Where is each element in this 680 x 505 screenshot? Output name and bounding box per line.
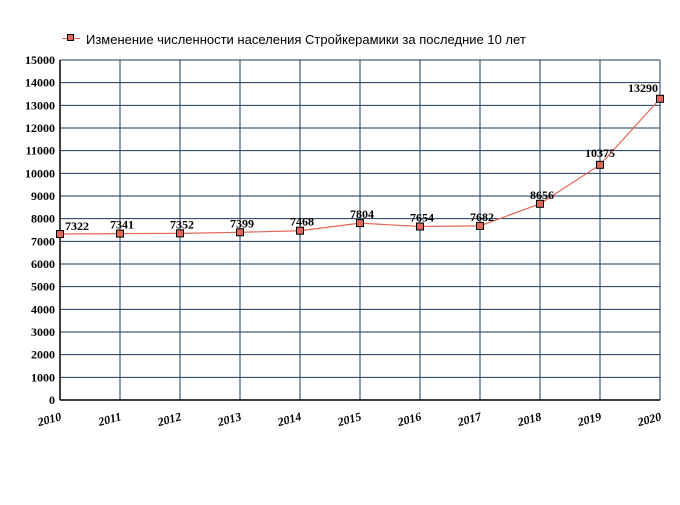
y-tick-label: 8000 — [31, 212, 55, 226]
x-tick-label: 2018 — [515, 409, 543, 429]
x-tick-label: 2017 — [455, 409, 484, 429]
data-label: 8656 — [530, 188, 554, 202]
legend-marker-swatch — [67, 34, 74, 41]
y-tick-label: 1000 — [31, 370, 55, 384]
y-tick-label: 0 — [49, 393, 55, 407]
data-point — [596, 160, 604, 169]
data-point — [476, 221, 484, 230]
y-tick-label: 5000 — [31, 280, 55, 294]
y-tick-label: 12000 — [25, 121, 55, 135]
x-tick-label: 2010 — [35, 409, 63, 429]
grid-lines — [59, 59, 661, 401]
data-label: 10375 — [585, 146, 615, 160]
y-tick-label: 10000 — [25, 166, 55, 180]
legend-entry: Изменение численности населения Стройкер… — [62, 31, 526, 47]
x-tick-label: 2014 — [275, 409, 303, 429]
data-label: 7399 — [230, 216, 254, 230]
x-tick-label: 2020 — [635, 409, 663, 429]
series-group: 7322 7341 7352 7399 7468 7804 7654 7682 8656 1037… — [56, 81, 664, 239]
y-tick-label: 15000 — [25, 53, 55, 67]
data-point — [296, 226, 304, 235]
data-point — [56, 230, 64, 239]
y-tick-label: 7000 — [31, 234, 55, 248]
data-label: 7352 — [170, 217, 194, 231]
data-point — [536, 199, 544, 208]
data-point — [656, 94, 664, 103]
x-tick-label: 2019 — [575, 409, 603, 429]
data-label: 7682 — [470, 210, 494, 224]
data-label: 7341 — [110, 218, 134, 232]
y-tick-label: 13000 — [25, 98, 55, 112]
data-label: 7804 — [350, 207, 374, 221]
data-label: 7654 — [410, 211, 434, 225]
data-point — [236, 228, 244, 237]
legend-label: Изменение численности населения Стройкер… — [86, 32, 526, 47]
legend: Изменение численности населения Стройкер… — [62, 31, 526, 47]
x-tick-label: 2011 — [96, 409, 123, 429]
data-point — [176, 229, 184, 238]
y-tick-label: 2000 — [31, 348, 55, 362]
y-tick-label: 6000 — [31, 257, 55, 271]
data-label: 13290 — [628, 81, 658, 95]
data-label: 7468 — [290, 215, 314, 229]
y-tick-label: 14000 — [25, 76, 55, 90]
x-tick-label: 2015 — [335, 409, 363, 429]
data-label: 7322 — [65, 219, 89, 233]
x-tick-label: 2013 — [215, 409, 243, 429]
data-point — [116, 229, 124, 238]
data-point — [356, 219, 364, 228]
y-tick-label: 11000 — [26, 144, 55, 158]
x-tick-label: 2016 — [395, 409, 423, 429]
y-tick-label: 9000 — [31, 189, 55, 203]
data-point — [416, 222, 424, 231]
y-tick-label: 3000 — [31, 325, 55, 339]
y-tick-label: 4000 — [31, 302, 55, 316]
x-tick-label: 2012 — [155, 409, 183, 429]
